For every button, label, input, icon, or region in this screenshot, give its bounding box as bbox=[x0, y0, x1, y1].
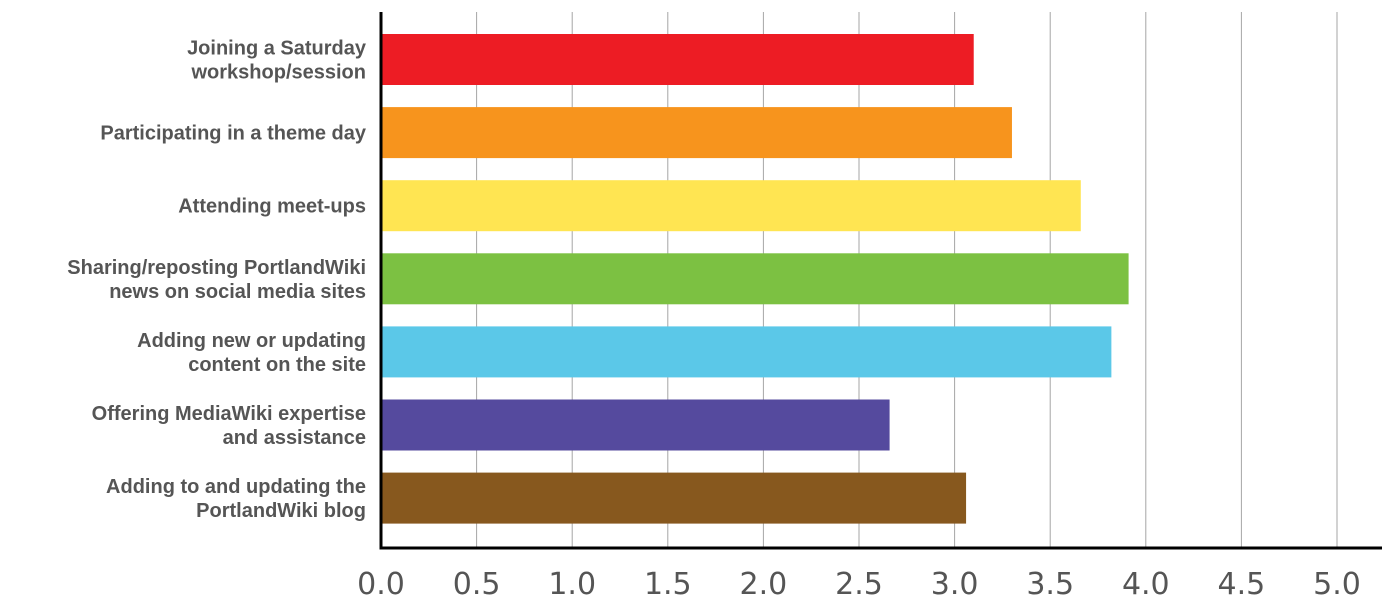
category-label: Adding new or updating bbox=[137, 330, 366, 352]
x-tick-label: 2.5 bbox=[835, 567, 883, 600]
category-label: Participating in a theme day bbox=[100, 123, 367, 145]
category-label: and assistance bbox=[223, 427, 366, 449]
x-tick-label: 0.0 bbox=[357, 567, 405, 600]
category-label: Adding to and updating the bbox=[106, 476, 366, 498]
x-tick-label: 2.0 bbox=[740, 567, 788, 600]
bar bbox=[381, 253, 1129, 305]
x-tick-label: 0.5 bbox=[453, 567, 501, 600]
category-label: Attending meet-ups bbox=[178, 196, 366, 218]
category-label: Joining a Saturday bbox=[187, 38, 367, 60]
bar bbox=[381, 472, 967, 524]
x-tick-label: 4.5 bbox=[1218, 567, 1266, 600]
x-tick-labels: 0.0 0.5 1.0 1.5 2.0 2.5 3.0 3.5 4.0 4.5 5.0 bbox=[357, 567, 1361, 600]
category-label: news on social media sites bbox=[109, 281, 366, 303]
x-tick-label: 1.0 bbox=[548, 567, 596, 600]
bar bbox=[381, 34, 974, 85]
x-tick-label: 3.5 bbox=[1026, 567, 1074, 600]
x-tick-label: 1.5 bbox=[644, 567, 692, 600]
category-label: content on the site bbox=[188, 354, 366, 376]
category-label: workshop/session bbox=[191, 62, 367, 84]
category-label: Offering MediaWiki expertise bbox=[92, 403, 366, 425]
x-tick-label: 4.0 bbox=[1122, 567, 1170, 600]
category-label: Sharing/reposting PortlandWiki bbox=[67, 257, 366, 279]
category-label: PortlandWiki blog bbox=[196, 500, 366, 522]
x-tick-label: 3.0 bbox=[931, 567, 979, 600]
bar bbox=[381, 399, 890, 451]
bar bbox=[381, 326, 1112, 378]
axes bbox=[379, 12, 1382, 550]
bar bbox=[381, 180, 1081, 232]
bar bbox=[381, 107, 1012, 159]
x-tick-label: 5.0 bbox=[1313, 567, 1361, 600]
bars bbox=[381, 34, 1129, 524]
